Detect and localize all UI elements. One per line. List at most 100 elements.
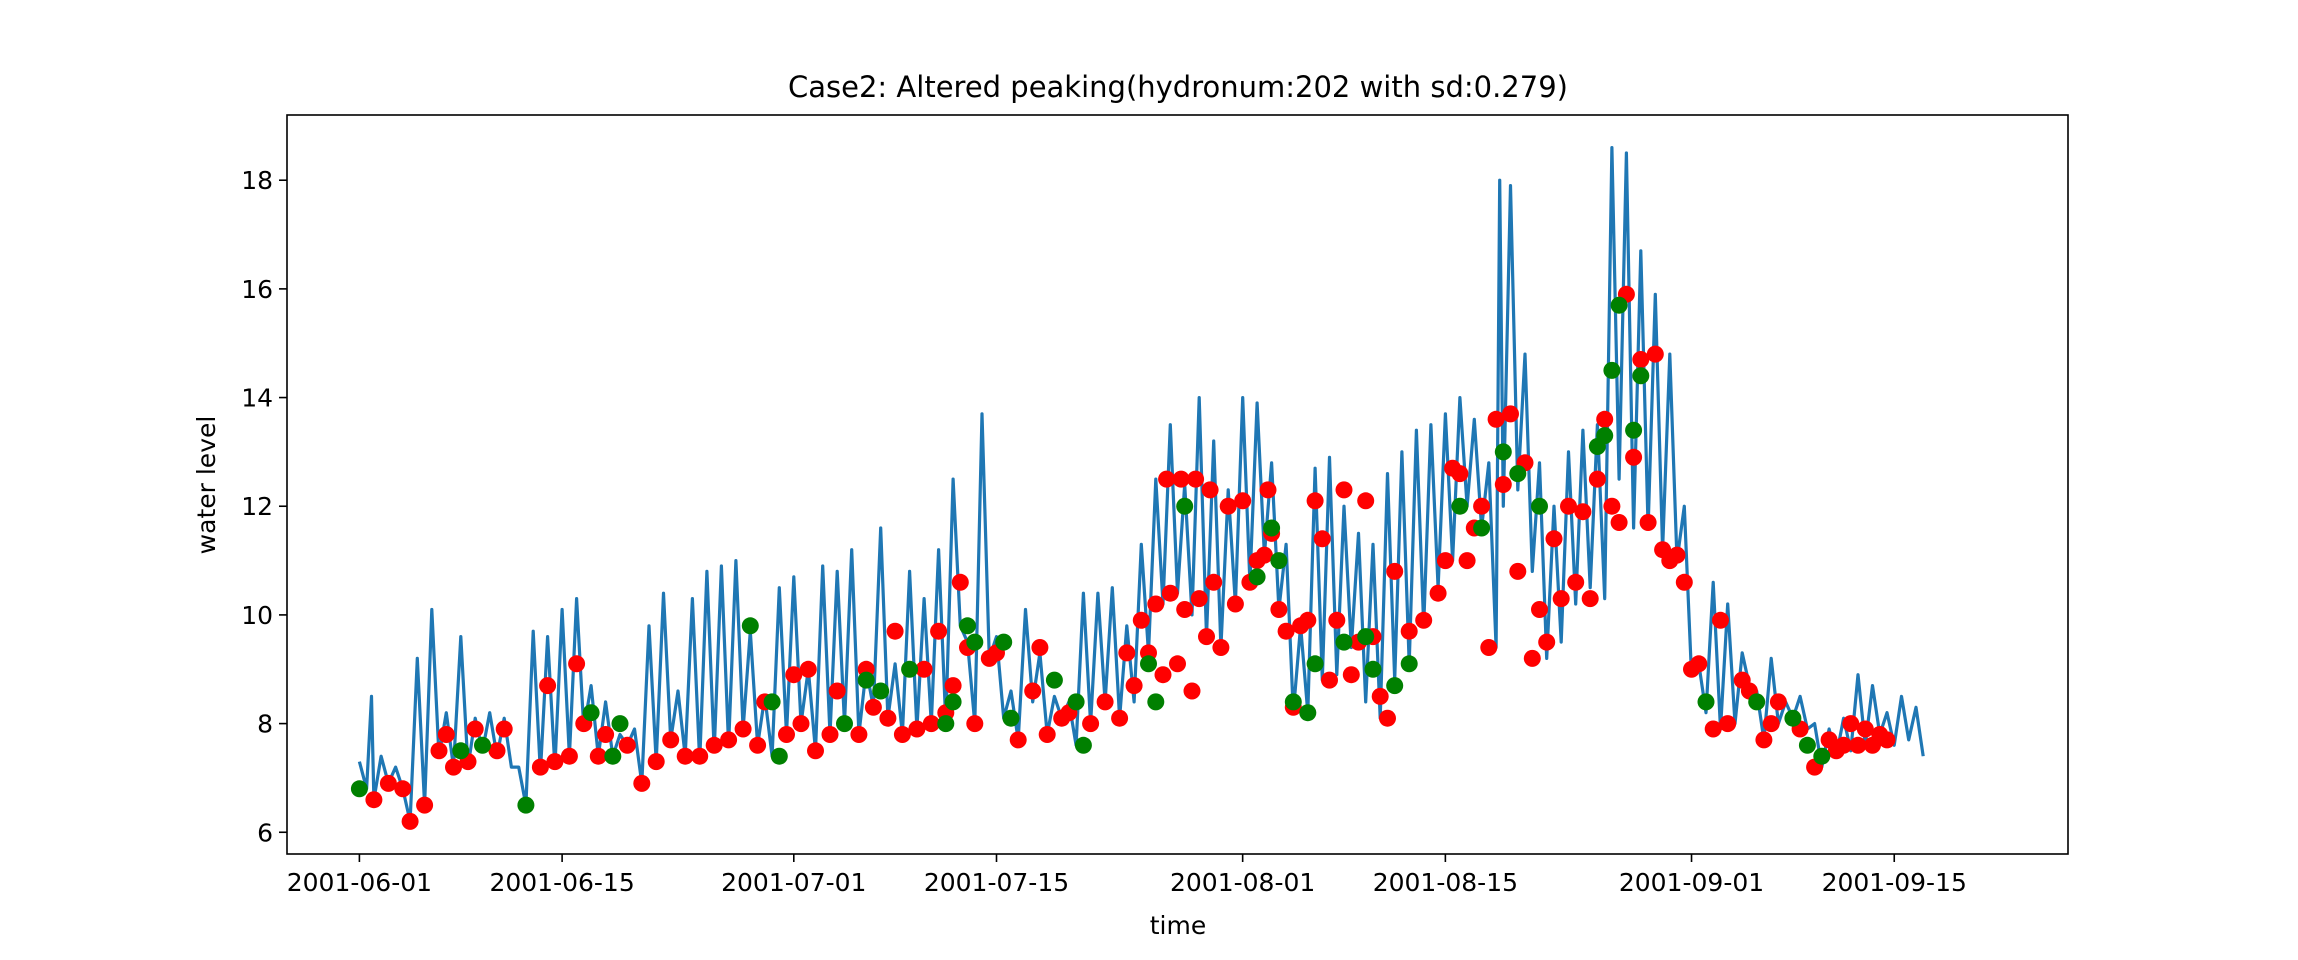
plot-area	[286, 114, 2069, 855]
red-point	[1031, 639, 1049, 656]
green-point	[1603, 361, 1621, 379]
green-point	[763, 693, 781, 711]
red-point	[1552, 590, 1570, 608]
red-point	[1415, 611, 1433, 629]
red-point	[1690, 655, 1708, 673]
red-point	[915, 660, 933, 678]
red-point	[1538, 633, 1556, 651]
green-point	[604, 747, 622, 765]
red-point	[1762, 715, 1780, 733]
red-point	[546, 753, 564, 771]
red-point	[1458, 552, 1476, 570]
red-point	[908, 720, 926, 738]
green-point	[1509, 465, 1527, 483]
green-point	[1813, 747, 1831, 765]
red-point	[1082, 715, 1100, 733]
red-point	[1523, 649, 1541, 667]
green-point	[1748, 693, 1766, 711]
x-tick-label: 2001-06-15	[489, 868, 634, 897]
green-point	[901, 660, 919, 678]
red-point	[1169, 655, 1186, 673]
red-point	[734, 720, 752, 738]
red-point	[828, 682, 846, 700]
red-point	[1473, 497, 1491, 515]
green-point	[1263, 519, 1281, 537]
red-point	[394, 780, 412, 798]
red-point	[785, 666, 803, 684]
green-point	[1625, 421, 1643, 439]
green-point	[770, 747, 788, 765]
green-point	[1140, 655, 1157, 673]
red-point	[488, 742, 506, 760]
red-point	[1183, 682, 1201, 700]
red-point	[799, 660, 817, 678]
red-point	[1704, 720, 1722, 738]
data-layer	[350, 146, 1925, 830]
red-point	[1487, 410, 1505, 428]
red-point	[1201, 481, 1219, 499]
x-axis-label: time	[1150, 911, 1206, 940]
green-point	[966, 633, 984, 651]
green-point	[1451, 497, 1469, 515]
chart-title: Case2: Altered peaking(hydronum:202 with…	[788, 70, 1568, 104]
red-point	[539, 677, 557, 695]
y-tick-label: 18	[241, 166, 273, 195]
y-tick-label: 12	[241, 492, 273, 521]
red-point	[1480, 639, 1498, 656]
green-point	[1610, 296, 1628, 314]
green-point	[741, 617, 759, 635]
red-point	[1429, 584, 1447, 602]
red-point	[1574, 503, 1592, 521]
green-point	[1002, 709, 1020, 727]
red-point	[1545, 530, 1563, 548]
red-point	[531, 758, 549, 776]
red-point	[1009, 731, 1027, 749]
green-point	[1067, 693, 1085, 711]
x-tick-label: 2001-07-01	[721, 868, 866, 897]
red-point	[1299, 611, 1317, 629]
red-point	[1234, 492, 1252, 510]
red-point	[1567, 573, 1585, 591]
red-point	[379, 774, 397, 792]
red-point	[778, 726, 795, 743]
red-point	[495, 720, 513, 738]
red-point	[1588, 470, 1606, 488]
green-point	[517, 796, 535, 814]
red-point	[437, 726, 455, 743]
red-point	[1581, 590, 1599, 608]
red-point	[1096, 693, 1114, 711]
red-point	[1158, 470, 1176, 488]
x-tick-label: 2001-09-15	[1822, 868, 1967, 897]
red-point	[1842, 715, 1860, 733]
red-point	[1755, 731, 1773, 749]
red-point	[1835, 736, 1853, 754]
red-point	[568, 655, 586, 673]
green-point	[1176, 497, 1194, 515]
green-point	[1400, 655, 1418, 673]
red-point	[1219, 497, 1237, 515]
red-point	[1176, 601, 1194, 618]
green-point	[872, 682, 890, 700]
red-point	[1668, 546, 1686, 564]
red-point	[1259, 481, 1277, 499]
red-point	[821, 726, 839, 743]
green-point	[1632, 367, 1650, 385]
red-point	[1198, 628, 1215, 646]
green-point	[1357, 628, 1375, 646]
y-axis-label: water level	[192, 416, 221, 555]
red-point	[647, 753, 665, 771]
red-point	[1328, 611, 1346, 629]
red-point	[633, 774, 651, 792]
y-tick-label: 14	[241, 384, 273, 413]
green-point	[1531, 497, 1548, 515]
green-point	[836, 715, 853, 733]
red-point	[1849, 736, 1867, 754]
red-point	[922, 715, 940, 733]
red-point	[1596, 410, 1614, 428]
red-point	[589, 747, 607, 765]
red-point	[944, 677, 962, 695]
red-point	[1509, 562, 1527, 580]
green-point	[1335, 633, 1353, 651]
red-point	[1161, 584, 1179, 602]
